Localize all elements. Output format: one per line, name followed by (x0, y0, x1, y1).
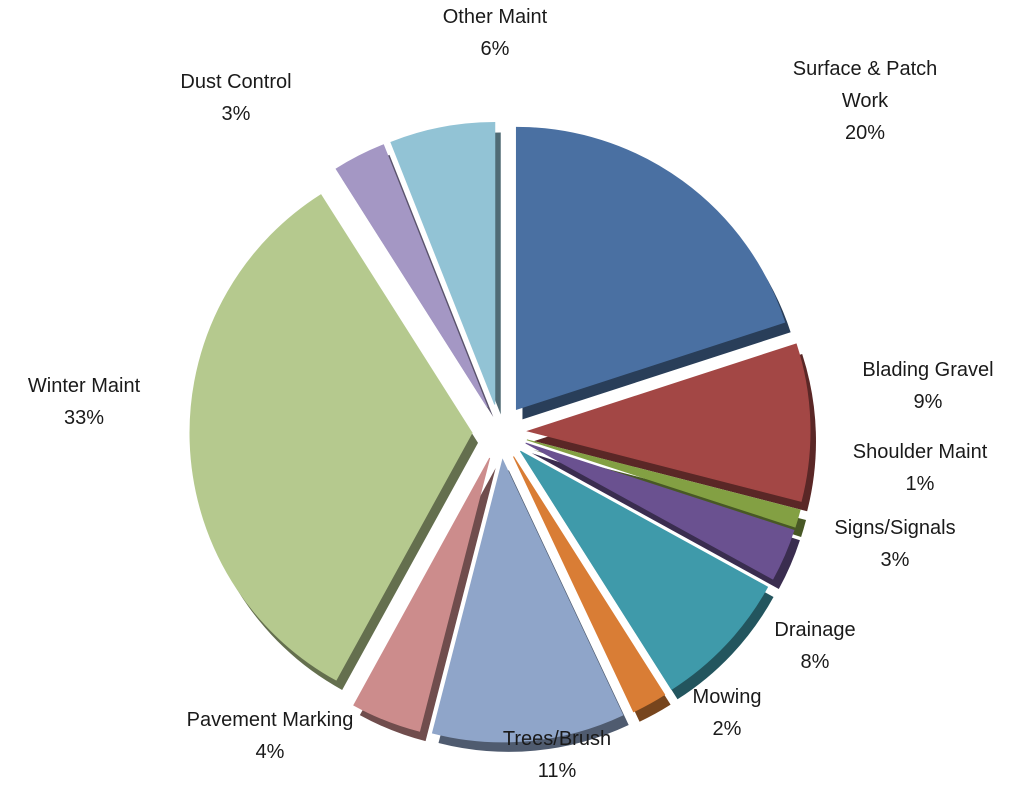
slice-label-surface-patch-work: Surface & Patch Work 20% (793, 58, 938, 144)
slice-name-drainage: Drainage (774, 619, 855, 641)
slice-signs-signals (525, 442, 800, 589)
slice-name-dust-control: Dust Control (180, 71, 291, 93)
slice-blading-gravel (526, 343, 816, 512)
slice-value-mowing: 2% (713, 718, 742, 740)
slice-face-mowing (513, 456, 666, 713)
slice-value-drainage: 8% (801, 651, 830, 673)
slice-face-surface-patch-work (515, 126, 786, 411)
slice-value-other-maint: 6% (481, 38, 510, 60)
slice-name-blading-gravel: Blading Gravel (862, 359, 993, 381)
slice-name-mowing: Mowing (693, 686, 762, 708)
slice-mowing (513, 456, 671, 722)
slice-label-signs-signals: Signs/Signals 3% (834, 517, 955, 571)
slice-value-dust-control: 3% (222, 103, 251, 125)
slice-label-shoulder-maint: Shoulder Maint 1% (853, 441, 988, 495)
slice-face-other-maint (390, 121, 496, 405)
slice-value-shoulder-maint: 1% (906, 473, 935, 495)
slice-value-blading-gravel: 9% (914, 391, 943, 413)
slice-dust-control (335, 144, 494, 418)
slice-label-trees-brush: Trees/Brush 11% (503, 728, 611, 782)
slice-name-shoulder-maint: Shoulder Maint (853, 441, 988, 463)
slice-surface-patch-work (515, 126, 791, 420)
slice-name-surface-patch-work: Work (842, 90, 889, 112)
slice-name-trees-brush: Trees/Brush (503, 728, 611, 750)
slice-trees-brush (431, 458, 629, 752)
slice-name-other-maint: Other Maint (443, 6, 548, 28)
slice-name-signs-signals: Signs/Signals (834, 517, 955, 539)
slice-label-drainage: Drainage 8% (774, 619, 855, 673)
slice-value-signs-signals: 3% (881, 549, 910, 571)
slice-label-dust-control: Dust Control 3% (180, 71, 291, 125)
slice-value-pavement-marking: 4% (256, 741, 285, 763)
labels-layer: Surface & Patch Work 20% Blading Gravel 9% Sh… (28, 6, 994, 782)
slice-pavement-marking (353, 457, 496, 742)
slice-name-surface-patch-work: Surface & Patch (793, 58, 938, 80)
slices-layer (189, 121, 816, 752)
slice-value-trees-brush: 11% (538, 760, 577, 782)
slice-name-pavement-marking: Pavement Marking (187, 709, 354, 731)
slice-face-trees-brush (431, 458, 624, 743)
slice-value-surface-patch-work: 20% (845, 122, 885, 144)
slice-winter-maint (189, 194, 479, 690)
slice-face-pavement-marking (353, 457, 491, 732)
slice-face-blading-gravel (526, 343, 811, 502)
slice-label-other-maint: Other Maint 6% (443, 6, 548, 60)
slice-face-shoulder-maint (526, 439, 801, 528)
slice-label-winter-maint: Winter Maint 33% (28, 375, 141, 429)
slice-label-blading-gravel: Blading Gravel 9% (862, 359, 993, 413)
slice-face-dust-control (335, 144, 488, 408)
slice-face-winter-maint (189, 194, 473, 681)
slice-face-signs-signals (525, 442, 795, 580)
slice-value-winter-maint: 33% (64, 407, 104, 429)
slice-label-pavement-marking: Pavement Marking 4% (187, 709, 354, 763)
slice-name-winter-maint: Winter Maint (28, 375, 141, 397)
slice-label-mowing: Mowing 2% (693, 686, 762, 740)
slice-drainage (519, 450, 774, 700)
slice-other-maint (390, 121, 501, 415)
slice-face-drainage (519, 450, 769, 690)
